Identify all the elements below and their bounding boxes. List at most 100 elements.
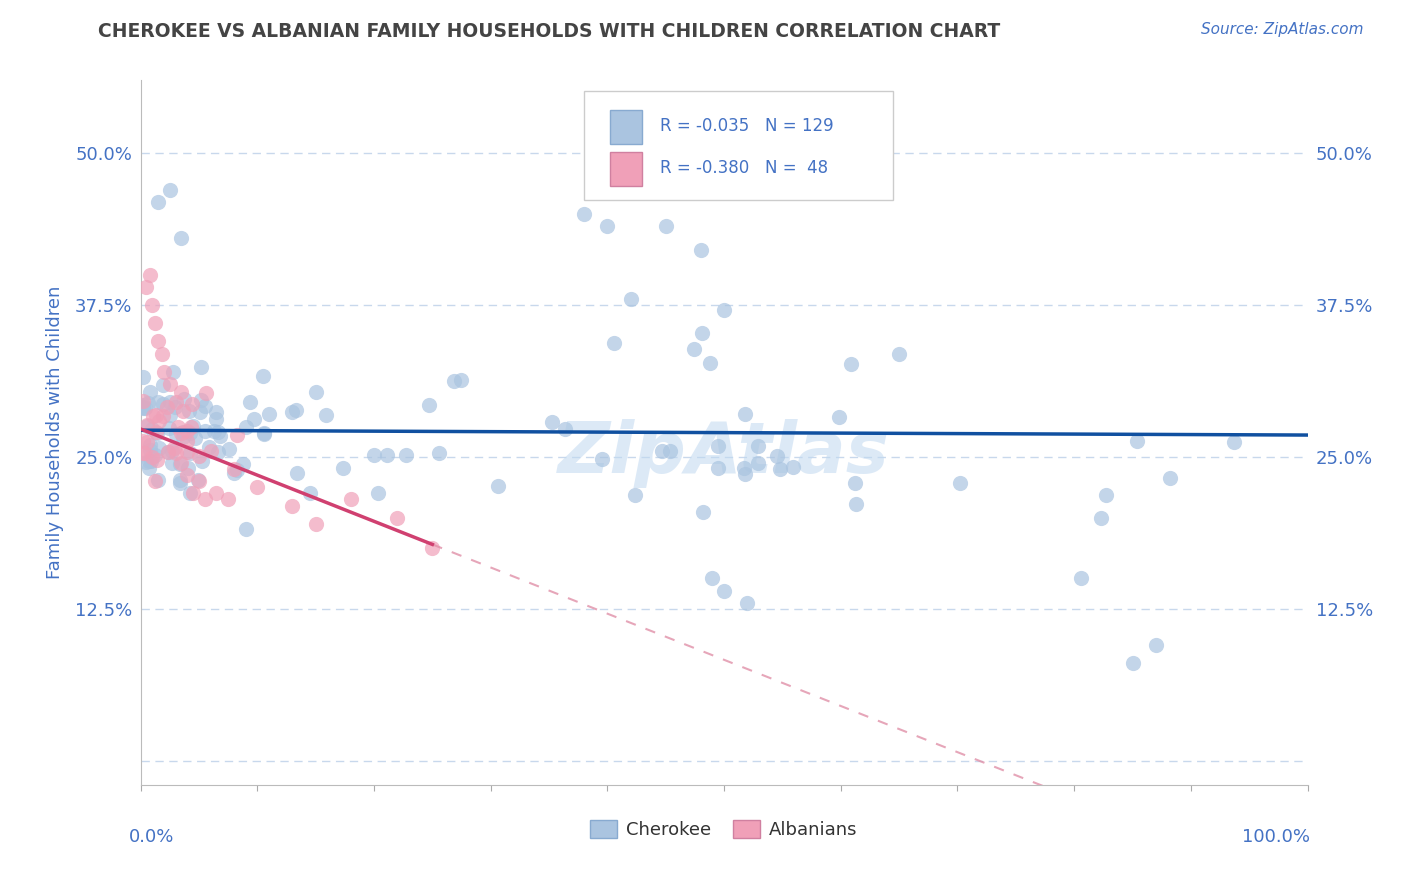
Point bbox=[143, 474, 166, 488]
Point bbox=[845, 497, 868, 511]
Point bbox=[165, 426, 187, 441]
Point bbox=[298, 486, 321, 500]
Point bbox=[450, 373, 472, 387]
Point bbox=[173, 392, 195, 407]
Point bbox=[156, 400, 179, 414]
Point bbox=[1223, 434, 1246, 449]
Point bbox=[285, 402, 308, 417]
Point bbox=[170, 425, 193, 440]
Point bbox=[769, 462, 792, 476]
Point bbox=[177, 403, 200, 417]
Point bbox=[180, 397, 202, 411]
Point bbox=[217, 492, 239, 507]
Point bbox=[259, 407, 281, 421]
Point bbox=[305, 516, 328, 531]
Point bbox=[713, 303, 735, 318]
Point bbox=[572, 207, 595, 221]
Point bbox=[285, 466, 308, 480]
Point bbox=[169, 457, 191, 471]
Point bbox=[222, 466, 245, 480]
Point bbox=[427, 446, 450, 460]
Point bbox=[157, 421, 180, 435]
Point bbox=[225, 427, 247, 442]
Point bbox=[176, 434, 198, 448]
Point bbox=[194, 385, 217, 400]
Point bbox=[132, 394, 155, 409]
Point bbox=[713, 583, 735, 598]
Point bbox=[138, 460, 160, 475]
Point bbox=[179, 425, 201, 440]
FancyBboxPatch shape bbox=[610, 153, 643, 186]
Point bbox=[136, 396, 159, 410]
Point bbox=[304, 385, 326, 400]
Point bbox=[235, 420, 257, 434]
Point bbox=[218, 442, 240, 456]
Point bbox=[148, 473, 170, 487]
Point bbox=[184, 432, 207, 446]
Point bbox=[655, 219, 678, 233]
Point bbox=[540, 415, 562, 429]
Point bbox=[135, 417, 157, 432]
Text: R = -0.380   N =  48: R = -0.380 N = 48 bbox=[659, 160, 828, 178]
Point bbox=[699, 356, 721, 370]
Point bbox=[707, 439, 730, 453]
Point bbox=[163, 441, 186, 455]
Point bbox=[152, 409, 174, 424]
Point bbox=[839, 357, 862, 371]
Point bbox=[180, 420, 202, 434]
Point bbox=[148, 395, 170, 409]
Point bbox=[159, 395, 181, 409]
Point bbox=[169, 473, 191, 487]
Point bbox=[375, 448, 398, 462]
Point bbox=[188, 405, 211, 419]
Point bbox=[225, 462, 247, 476]
Point bbox=[734, 407, 756, 421]
Point bbox=[167, 419, 190, 434]
Point bbox=[148, 441, 170, 455]
Point bbox=[422, 541, 444, 555]
Point bbox=[692, 504, 714, 518]
Point bbox=[683, 342, 706, 356]
Point bbox=[135, 418, 157, 433]
Point bbox=[620, 292, 643, 306]
Point bbox=[169, 475, 191, 490]
Point bbox=[176, 468, 198, 483]
FancyBboxPatch shape bbox=[583, 91, 893, 200]
Point bbox=[252, 426, 274, 441]
Point bbox=[139, 438, 162, 452]
Point bbox=[239, 395, 262, 409]
Point bbox=[176, 445, 198, 459]
Point bbox=[142, 409, 165, 423]
Point bbox=[387, 510, 409, 524]
Point bbox=[165, 446, 187, 460]
Point bbox=[187, 473, 209, 487]
Point bbox=[200, 443, 222, 458]
Point bbox=[145, 425, 167, 440]
Point bbox=[134, 446, 156, 460]
Point bbox=[159, 183, 181, 197]
Point bbox=[737, 596, 759, 610]
Point bbox=[1125, 434, 1147, 448]
Point bbox=[690, 326, 713, 340]
Point bbox=[782, 460, 804, 475]
Point bbox=[172, 429, 194, 443]
Text: 0.0%: 0.0% bbox=[129, 828, 174, 846]
Point bbox=[205, 486, 228, 500]
Point bbox=[176, 461, 198, 475]
Point bbox=[734, 467, 756, 481]
Point bbox=[198, 440, 221, 454]
Point bbox=[733, 460, 755, 475]
Point bbox=[207, 425, 229, 439]
Point bbox=[1122, 657, 1144, 671]
Text: 100.0%: 100.0% bbox=[1243, 828, 1310, 846]
Point bbox=[152, 377, 174, 392]
Point bbox=[554, 422, 576, 436]
Point bbox=[156, 445, 179, 459]
Point bbox=[141, 298, 163, 312]
Point bbox=[134, 401, 156, 416]
Point bbox=[332, 461, 354, 475]
Point bbox=[135, 280, 157, 294]
Point bbox=[252, 369, 274, 384]
Point bbox=[170, 456, 193, 470]
Point bbox=[242, 411, 264, 425]
